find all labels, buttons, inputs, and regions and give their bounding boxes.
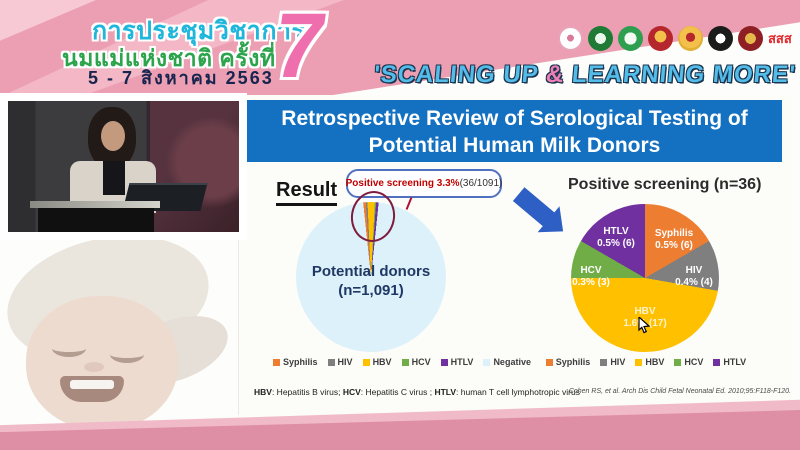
presenter-face (101, 121, 125, 151)
legend-swatch-hcv (401, 358, 409, 366)
medical-society-logo (708, 26, 733, 51)
mother-child-foundation-logo (558, 26, 583, 51)
presenter-shirt (103, 161, 125, 195)
donors-pie-legend: Syphilis HIV HBV HCV HTLV Negative (273, 357, 531, 367)
legend-swatch-hiv (327, 358, 335, 366)
royal-college-logo (678, 26, 703, 51)
baby-nose (84, 362, 104, 372)
legend-item: Negative (483, 357, 531, 367)
baby-eye-right (110, 346, 144, 363)
legend-swatch-syphilis (545, 358, 553, 366)
donors-pie-label: Potential donors (n=1,091) (296, 262, 446, 300)
slice-label-syphilis: Syphilis 0.5% (6) (654, 228, 694, 251)
legend-item: Syphilis (545, 357, 590, 367)
slogan-part2: LEARNING MORE' (563, 61, 797, 88)
legend-swatch-hbv (635, 358, 643, 366)
podium-top-edge (30, 201, 160, 208)
thai-health-sss-logo: สสส (768, 31, 792, 46)
slide-title-line1: Retrospective Review of Serological Test… (281, 107, 748, 130)
legend-swatch-syphilis (273, 358, 281, 366)
presenter-video (8, 101, 239, 232)
legend-swatch-hbv (362, 358, 370, 366)
legend-swatch-negative (483, 358, 491, 366)
donors-pie-label-line2: (n=1,091) (338, 282, 404, 299)
presenter-video-card (0, 93, 247, 240)
slide-title-line2: Potential Human Milk Donors (368, 134, 661, 157)
public-health-ministry-logo (618, 26, 643, 51)
legend-item: HCV (674, 357, 703, 367)
positive-pie-legend: Syphilis HIV HBV HCV HTLV (545, 357, 746, 367)
abbreviation-footnote: HBV: Hepatitis B virus; HCV: Hepatitis C… (254, 387, 580, 397)
slice-label-htlv: HTLV 0.5% (6) (597, 226, 635, 249)
positive-screening-callout: Positive screening 3.3% (36/1091) (346, 169, 502, 198)
legend-item: HIV (327, 357, 353, 367)
organizer-logos: สสส (558, 26, 792, 51)
legend-item: HTLV (440, 357, 473, 367)
slice-label-hcv: HCV 0.3% (3) (572, 265, 610, 288)
conference-date: 5 - 7 สิงหาคม 2563 (88, 68, 274, 88)
legend-item: Syphilis (273, 357, 318, 367)
legend-item: HTLV (713, 357, 746, 367)
conference-title-line2: นมแม่แห่งชาติ ครั้งที่ (62, 45, 276, 71)
baby-watermark-image (0, 218, 247, 430)
royal-institute-logo (738, 26, 763, 51)
legend-swatch-hcv (674, 358, 682, 366)
baby-eye-left (52, 340, 86, 357)
baby-teeth (70, 380, 114, 389)
slice-label-hiv: HIV 0.4% (4) (675, 265, 713, 288)
result-heading: Result (276, 179, 338, 206)
legend-swatch-htlv (713, 358, 721, 366)
legend-item: HBV (362, 357, 392, 367)
legend-item: HBV (635, 357, 664, 367)
legend-item: HIV (600, 357, 625, 367)
positive-pie-chart (571, 204, 719, 352)
legend-swatch-hiv (600, 358, 608, 366)
slide-title-bar: Retrospective Review of Serological Test… (247, 100, 782, 162)
royal-emblem-logo (648, 26, 673, 51)
conference-banner: การประชุมวิชาการ นมแม่แห่งชาติ ครั้งที่ … (0, 0, 800, 97)
callout-detail: (36/1091) (459, 178, 503, 189)
legend-item: HCV (401, 357, 431, 367)
positive-pie-title: Positive screening (n=36) (568, 176, 762, 193)
slogan-part1: 'SCALING UP (372, 61, 548, 88)
reference-citation: Cohen RS, et al. Arch Dis Child Fetal Ne… (568, 388, 791, 395)
legend-swatch-htlv (440, 358, 448, 366)
callout-highlight: Positive screening 3.3% (345, 178, 460, 189)
mouse-cursor-icon (638, 315, 652, 339)
donors-pie-label-line1: Potential donors (311, 263, 431, 280)
conference-title-line1: การประชุมวิชาการ (92, 17, 306, 45)
conference-slogan: 'SCALING UP & LEARNING MORE' (373, 61, 797, 89)
podium (38, 208, 154, 232)
health-department-logo (588, 26, 613, 51)
donors-pie-chart (296, 202, 446, 352)
